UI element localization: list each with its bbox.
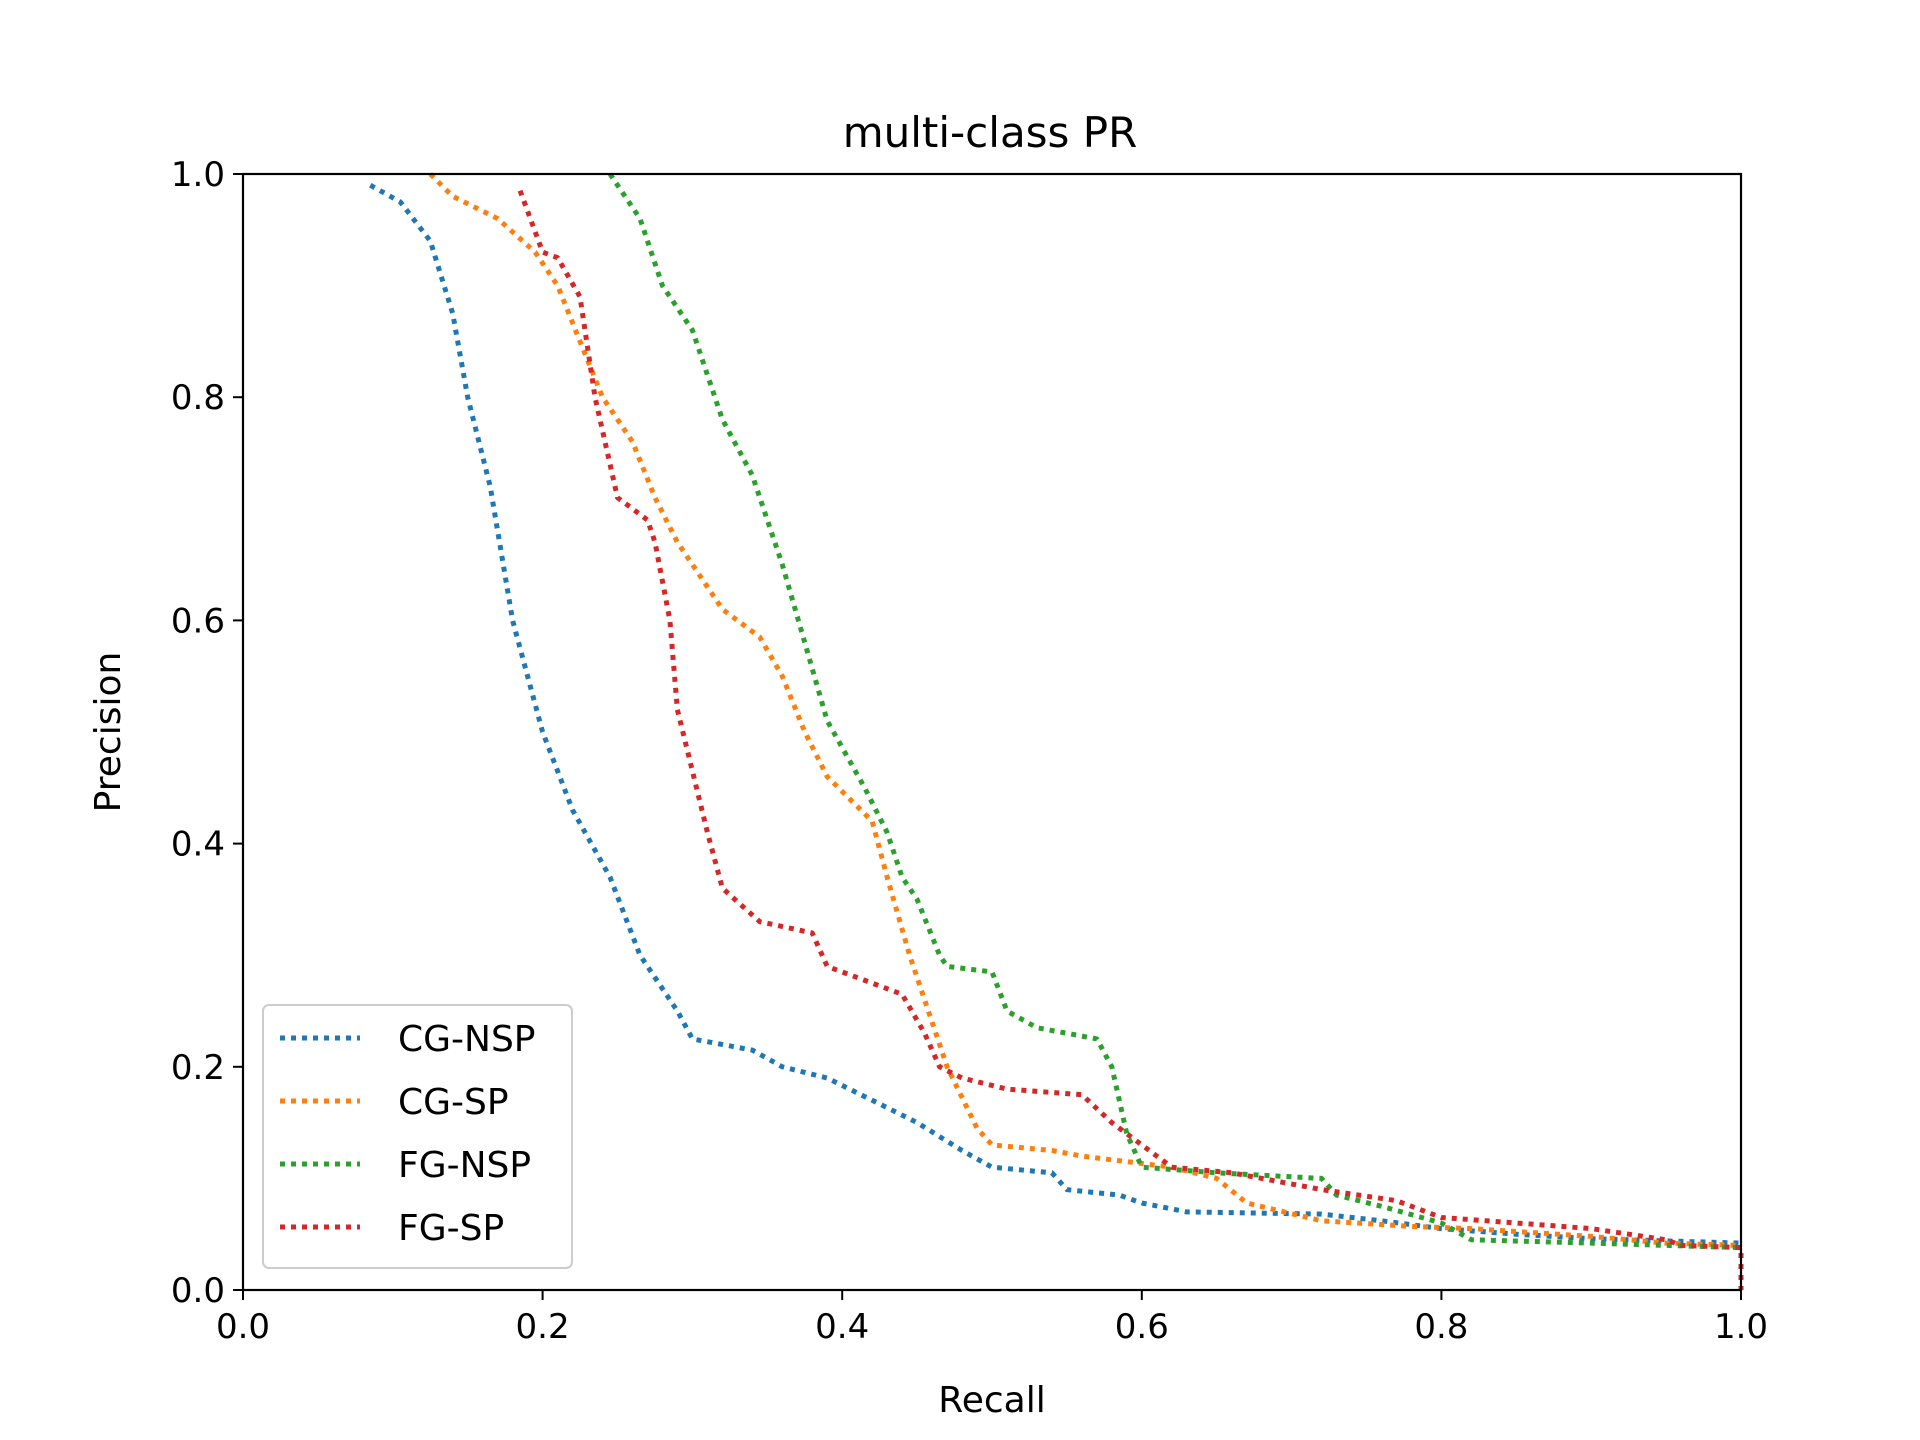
x-tick-label: 0.4 — [815, 1307, 869, 1347]
x-axis: 0.0 0.2 0.4 0.6 0.8 1.0 — [216, 1290, 1768, 1347]
chart-title: multi-class PR — [843, 108, 1138, 157]
x-axis-label: Recall — [938, 1380, 1045, 1421]
series-line-cg-sp — [428, 172, 1742, 1248]
x-tick-label: 1.0 — [1714, 1307, 1768, 1347]
y-tick-label: 1.0 — [171, 155, 225, 195]
legend: CG-NSP CG-SP FG-NSP FG-SP — [262, 1004, 573, 1269]
x-tick-label: 0.2 — [516, 1307, 570, 1347]
legend-label-cg-sp: CG-SP — [398, 1082, 509, 1123]
y-tick-label: 0.8 — [171, 378, 225, 418]
legend-box — [262, 1004, 573, 1269]
series-line-fg-sp — [517, 189, 1744, 1290]
legend-label-fg-nsp: FG-NSP — [398, 1145, 531, 1186]
series-line-cg-nsp — [369, 183, 1742, 1246]
x-tick-label: 0.0 — [216, 1307, 270, 1347]
series-layer — [369, 172, 1744, 1290]
y-tick-label: 0.6 — [171, 601, 225, 641]
legend-label-fg-sp: FG-SP — [398, 1208, 504, 1249]
legend-label-cg-nsp: CG-NSP — [398, 1019, 536, 1060]
y-tick-label: 0.0 — [171, 1271, 225, 1311]
series-line-fg-nsp — [607, 172, 1742, 1251]
y-tick-label: 0.4 — [171, 825, 225, 865]
x-tick-label: 0.6 — [1115, 1307, 1169, 1347]
plot-frame — [241, 172, 1743, 1292]
y-tick-label: 0.2 — [171, 1048, 225, 1088]
y-axis-label: Precision — [88, 652, 129, 813]
x-tick-label: 0.8 — [1414, 1307, 1468, 1347]
y-axis: 0.0 0.2 0.4 0.6 0.8 1.0 — [171, 155, 243, 1311]
